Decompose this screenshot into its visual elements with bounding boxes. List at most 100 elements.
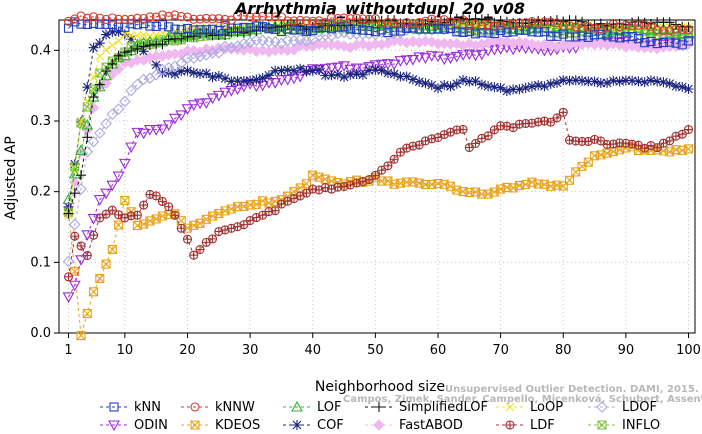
data-point-knnw xyxy=(621,20,631,30)
data-point-simplifiedlof xyxy=(88,92,99,103)
data-point-ldf xyxy=(533,117,543,127)
data-point-cof xyxy=(670,81,681,92)
data-point-simplifiedlof xyxy=(163,34,174,45)
data-point-ldf xyxy=(427,134,437,144)
data-point-simplifiedlof xyxy=(138,41,149,52)
data-point-knnw xyxy=(395,19,405,29)
data-point-ldof xyxy=(175,57,188,69)
data-point-knn xyxy=(571,32,581,42)
data-point-ldf xyxy=(683,125,694,135)
data-point-simplifiedlof xyxy=(63,208,74,219)
data-point-cof xyxy=(645,75,656,86)
data-point-ldf xyxy=(634,141,643,150)
data-point-ldf xyxy=(365,175,374,184)
data-point-ldf xyxy=(89,231,98,240)
data-point-odin xyxy=(206,93,219,105)
data-point-ldf xyxy=(164,202,173,211)
data-point-knnw xyxy=(339,13,349,23)
data-point-ldf xyxy=(490,125,499,134)
data-point-ldf xyxy=(377,166,386,175)
data-point-simplifiedlof xyxy=(113,50,124,61)
data-point-cof xyxy=(276,65,287,76)
data-point-ldf xyxy=(646,140,656,151)
data-point-ldf xyxy=(158,197,167,206)
data-point-simplifiedlof xyxy=(595,18,606,29)
data-point-ldof xyxy=(156,63,169,76)
data-point-knn xyxy=(170,24,180,34)
series-ldf xyxy=(63,107,694,282)
data-point-knnw xyxy=(314,16,324,26)
data-point-knn xyxy=(270,24,280,34)
data-point-odin xyxy=(400,55,413,67)
data-point-ldf xyxy=(189,250,199,260)
data-point-cof xyxy=(470,76,481,87)
data-point-ldf xyxy=(195,244,205,255)
data-point-ldf xyxy=(371,171,380,180)
data-point-ldf xyxy=(390,155,399,164)
x-tick-label: 10 xyxy=(117,343,134,358)
data-point-cof xyxy=(376,65,387,76)
data-point-cof xyxy=(620,75,631,86)
data-point-odin xyxy=(419,53,432,64)
data-point-cof xyxy=(420,78,431,89)
data-point-odin xyxy=(81,230,94,241)
data-point-ldf xyxy=(665,136,675,146)
data-point-knnw xyxy=(251,12,261,22)
legend-marker-ldf xyxy=(506,421,514,429)
data-point-knnw xyxy=(389,18,399,28)
legend-item-cof: COF xyxy=(283,418,344,433)
chart-title: Arrhythmia_withoutdupl_20_v08 xyxy=(233,0,525,18)
series-inflo xyxy=(63,19,694,217)
legend-label-fastabod: FastABOD xyxy=(399,418,463,433)
data-point-cof xyxy=(683,84,694,95)
data-point-knnw xyxy=(320,17,330,28)
series-line-ldf xyxy=(68,111,689,277)
data-point-ldf xyxy=(108,206,117,215)
data-point-knnw xyxy=(63,16,74,26)
data-point-ldf xyxy=(70,231,80,241)
data-point-simplifiedlof xyxy=(107,58,118,69)
data-point-knn xyxy=(295,25,305,35)
data-point-ldof xyxy=(225,41,238,54)
data-point-ldf xyxy=(189,251,198,260)
data-point-knnw xyxy=(352,13,362,23)
data-point-ldof xyxy=(469,26,482,38)
data-point-knn xyxy=(89,18,99,28)
x-tick-label: 1 xyxy=(64,343,72,358)
data-point-knnw xyxy=(170,10,180,20)
data-point-ldf xyxy=(120,213,130,223)
data-point-ldf xyxy=(552,113,562,123)
data-point-knnw xyxy=(514,18,524,28)
legend-item-inflo: INFLO xyxy=(588,418,660,433)
data-point-knn xyxy=(352,24,362,34)
data-point-knnw xyxy=(245,12,255,22)
data-point-knn xyxy=(402,23,412,33)
watermark-line-2: Campos, Zimek, Sander, Campello, Micenko… xyxy=(343,393,702,405)
data-point-ldf xyxy=(415,141,424,150)
data-point-knnw xyxy=(107,13,117,23)
data-point-ldf xyxy=(395,147,405,157)
data-point-odin xyxy=(331,62,344,74)
data-point-ldf xyxy=(139,200,149,210)
legend-label-knnw: kNNW xyxy=(215,400,255,415)
data-point-knnw xyxy=(652,25,662,35)
data-point-knnw xyxy=(502,19,512,29)
data-point-ldof xyxy=(94,127,106,139)
data-point-ldf xyxy=(459,125,468,134)
data-point-cof xyxy=(332,69,343,80)
data-point-ldf xyxy=(271,206,280,215)
data-point-cof xyxy=(101,29,112,40)
data-point-cof xyxy=(232,75,243,86)
series-knn xyxy=(63,17,694,50)
data-point-cof xyxy=(339,71,350,82)
data-point-knnw xyxy=(608,19,618,29)
data-point-knn xyxy=(258,22,268,32)
series-cof xyxy=(63,26,694,212)
data-point-odin xyxy=(469,50,482,62)
data-point-ldof xyxy=(112,103,125,115)
data-point-knn xyxy=(514,25,524,35)
data-point-ldf xyxy=(202,238,211,247)
data-point-odin xyxy=(125,142,138,154)
data-point-cof xyxy=(432,83,443,94)
